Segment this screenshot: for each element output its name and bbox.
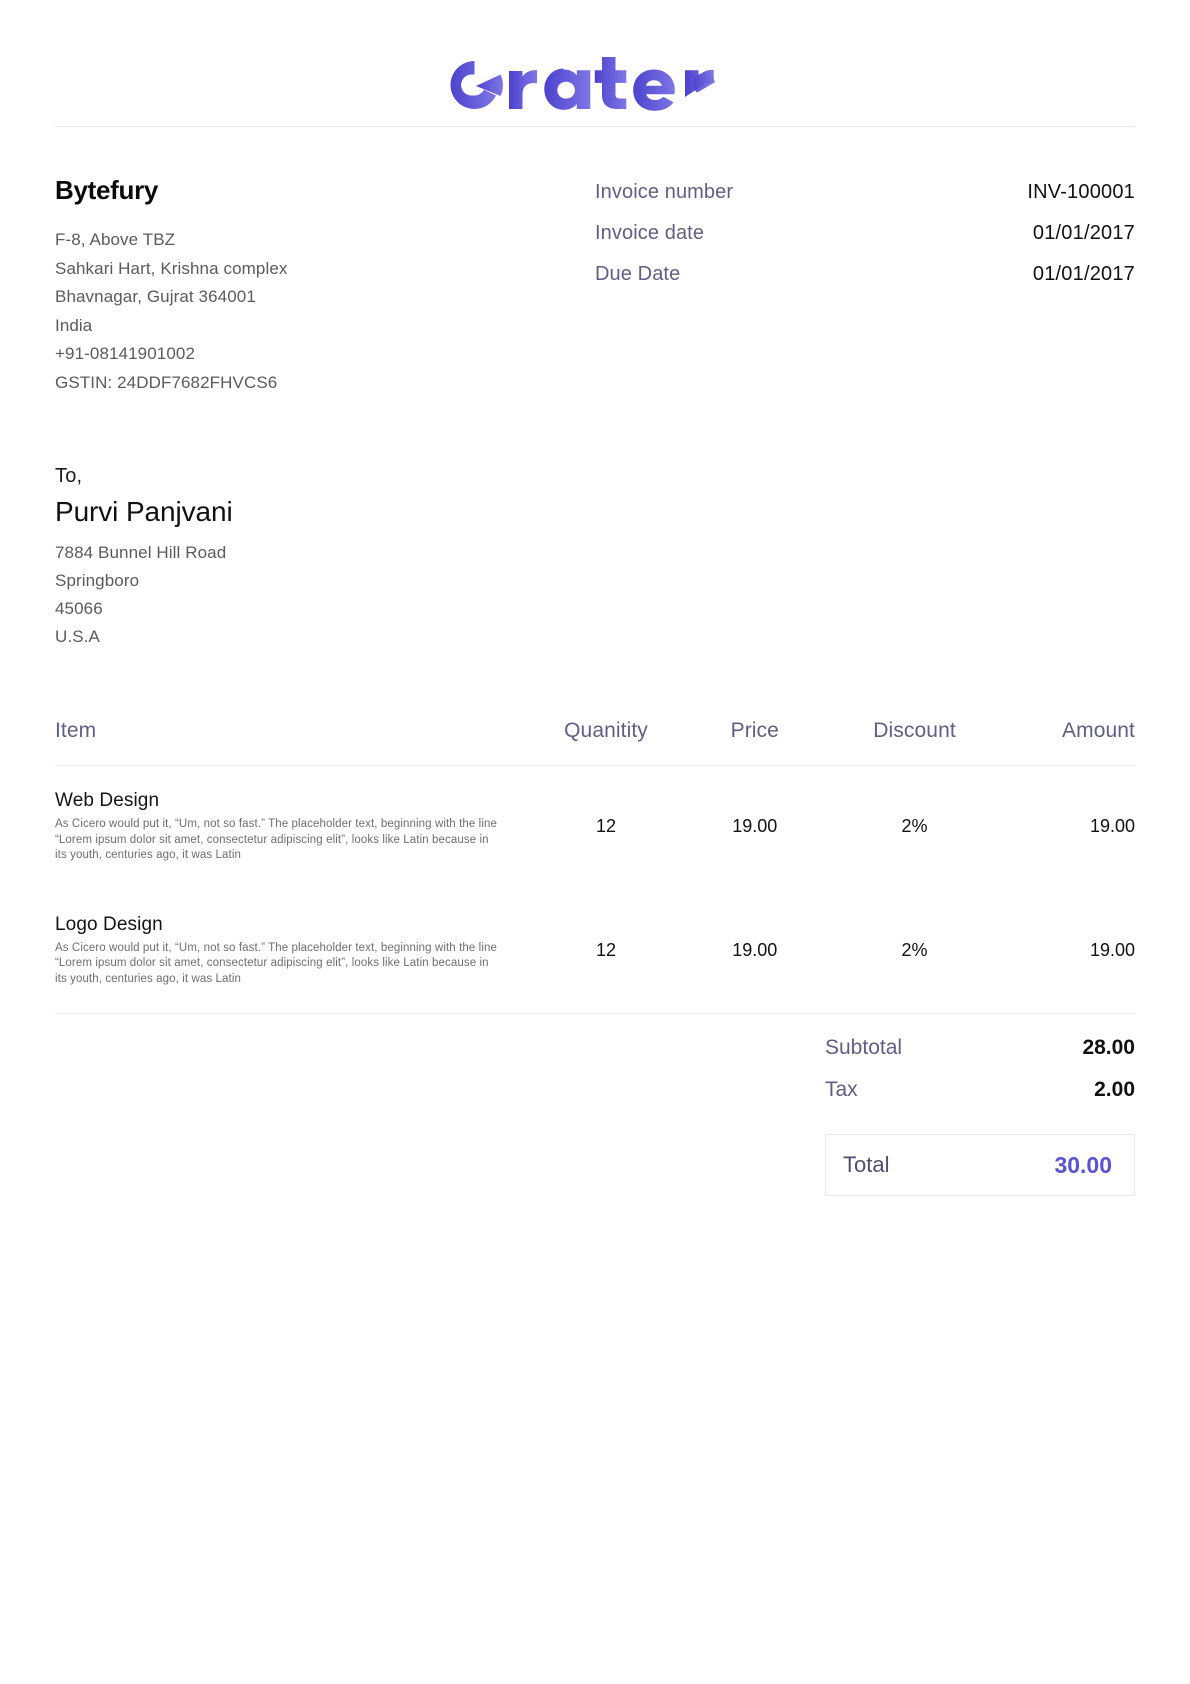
column-header-amount: Amount (1062, 719, 1135, 742)
column-header-discount: Discount (873, 719, 956, 742)
invoice-meta-block: Invoice number INV-100001 Invoice date 0… (595, 175, 1135, 397)
company-address-line: Sahkari Hart, Krishna complex (55, 258, 288, 278)
items-table-head: Item Quanitity Price Discount Amount (55, 719, 1135, 766)
items-table-wrap: Item Quanitity Price Discount Amount Web… (0, 651, 1190, 1014)
company-address-line: India (55, 315, 93, 335)
invoice-number-value: INV-100001 (1027, 181, 1135, 203)
item-description: As Cicero would put it, “Um, not so fast… (55, 818, 497, 861)
bill-to-address-line: 45066 (55, 599, 103, 618)
company-name: Bytefury (55, 175, 159, 205)
invoice-date-value: 01/01/2017 (1032, 222, 1135, 244)
total-row: Total 30.00 (825, 1134, 1135, 1196)
bill-to-block: To, Purvi Panjvani 7884 Bunnel Hill Road… (0, 397, 1190, 651)
tax-label: Tax (825, 1078, 858, 1101)
items-table-body: Web Design As Cicero would put it, “Um, … (55, 766, 1135, 1014)
brand-header (0, 0, 1190, 126)
item-description: As Cicero would put it, “Um, not so fast… (55, 941, 497, 985)
item-cell: Web Design As Cicero would put it, “Um, … (55, 766, 529, 890)
bill-to-name: Purvi Panjvani (55, 496, 233, 527)
company-address-line: F-8, Above TBZ (55, 230, 176, 249)
tax-row: Tax 2.00 (825, 1078, 1135, 1120)
subtotal-value: 28.00 (1082, 1036, 1135, 1059)
invoice-top-block: Bytefury F-8, Above TBZ Sahkari Hart, Kr… (0, 127, 1190, 397)
subtotal-label: Subtotal (825, 1036, 903, 1059)
table-row: Logo Design As Cicero would put it, “Um,… (55, 890, 1135, 1014)
bill-to-address-line: 7884 Bunnel Hill Road (55, 543, 227, 562)
invoice-number-row: Invoice number INV-100001 (595, 181, 1135, 222)
items-header-row: Item Quanitity Price Discount Amount (55, 719, 1135, 766)
item-amount: 19.00 (1089, 939, 1135, 960)
due-date-label: Due Date (595, 263, 681, 285)
due-date-row: Due Date 01/01/2017 (595, 263, 1135, 304)
item-cell: Logo Design As Cicero would put it, “Um,… (55, 890, 529, 1014)
items-table: Item Quanitity Price Discount Amount Web… (55, 719, 1135, 1014)
table-row: Web Design As Cicero would put it, “Um, … (55, 766, 1135, 890)
column-header-quantity: Quanitity (564, 719, 648, 742)
company-phone: +91-08141901002 (55, 344, 195, 363)
item-price: 19.00 (732, 816, 778, 837)
item-amount: 19.00 (1089, 816, 1135, 837)
due-date-value: 01/01/2017 (1032, 263, 1135, 285)
totals-inner: Subtotal 28.00 Tax 2.00 Total 30.00 (825, 1036, 1135, 1196)
tax-value: 2.00 (1094, 1078, 1135, 1101)
company-address-line: Bhavnagar, Gujrat 364001 (55, 287, 256, 306)
item-quantity: 12 (596, 939, 617, 960)
column-header-item: Item (55, 719, 97, 742)
company-gstin: GSTIN: 24DDF7682FHVCS6 (55, 372, 278, 392)
item-price: 19.00 (732, 939, 778, 960)
item-title: Logo Design (55, 913, 163, 935)
header-divider (55, 126, 1135, 127)
subtotal-row: Subtotal 28.00 (825, 1036, 1135, 1078)
invoice-date-label: Invoice date (595, 222, 705, 244)
crater-wordmark-icon (450, 57, 718, 111)
bill-to-address-line: U.S.A (55, 627, 100, 646)
invoice-number-label: Invoice number (595, 181, 734, 203)
company-block: Bytefury F-8, Above TBZ Sahkari Hart, Kr… (55, 175, 595, 397)
crater-logo (443, 47, 748, 121)
total-label: Total (843, 1152, 890, 1177)
bill-to-label: To, (55, 465, 83, 487)
item-discount: 2% (901, 816, 928, 837)
column-header-price: Price (730, 719, 779, 742)
item-title: Web Design (55, 790, 160, 811)
bill-to-address-line: Springboro (55, 571, 140, 590)
item-discount: 2% (901, 939, 928, 960)
invoice-date-row: Invoice date 01/01/2017 (595, 222, 1135, 263)
totals-block: Subtotal 28.00 Tax 2.00 Total 30.00 (0, 1036, 1190, 1196)
total-value: 30.00 (1054, 1151, 1112, 1178)
item-quantity: 12 (596, 816, 617, 837)
